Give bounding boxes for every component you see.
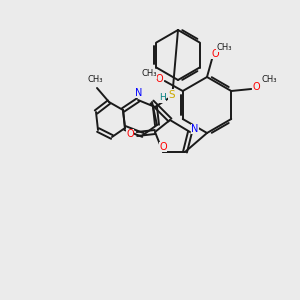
Text: N: N — [135, 88, 143, 98]
Text: CH₃: CH₃ — [262, 76, 277, 85]
Text: CH₃: CH₃ — [87, 76, 103, 85]
Text: H: H — [159, 94, 165, 103]
Text: O: O — [126, 129, 134, 139]
Text: O: O — [156, 74, 164, 84]
Text: CH₃: CH₃ — [141, 70, 157, 79]
Text: S: S — [169, 90, 175, 100]
Text: O: O — [211, 49, 219, 59]
Text: N: N — [191, 124, 199, 134]
Text: CH₃: CH₃ — [216, 43, 232, 52]
Text: O: O — [159, 142, 167, 152]
Text: O: O — [252, 82, 260, 92]
